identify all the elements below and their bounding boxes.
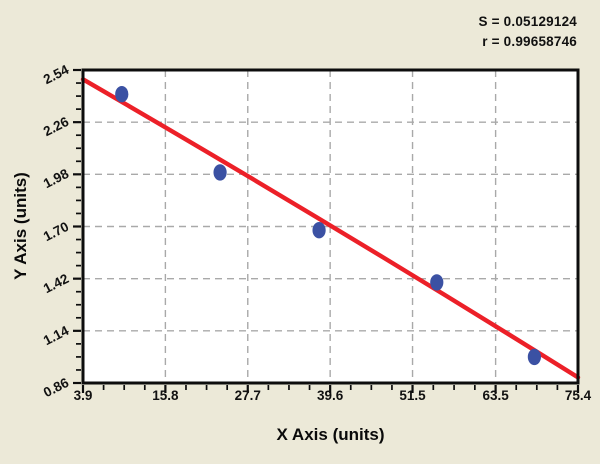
data-point [312, 222, 326, 239]
x-tick-label: 63.5 [482, 388, 509, 403]
x-tick-label: 75.4 [564, 388, 592, 403]
x-tick-label: 15.8 [152, 388, 179, 403]
data-point [115, 86, 129, 103]
x-tick-label: 51.5 [399, 388, 426, 403]
fit-statistics: S = 0.05129124 r = 0.99658746 [478, 12, 577, 53]
x-tick-label: 27.7 [234, 388, 261, 403]
plot-frame [81, 68, 580, 385]
x-axis-title: X Axis (units) [276, 425, 385, 444]
fit-statistic-s: S = 0.05129124 [478, 14, 577, 29]
x-tick-label: 3.9 [73, 388, 93, 403]
data-point [213, 164, 227, 181]
data-point [527, 348, 541, 366]
trend-line [80, 77, 581, 380]
x-tick-label: 39.6 [317, 388, 344, 403]
data-point [430, 274, 444, 291]
fit-statistic-r: r = 0.99658746 [482, 34, 577, 50]
